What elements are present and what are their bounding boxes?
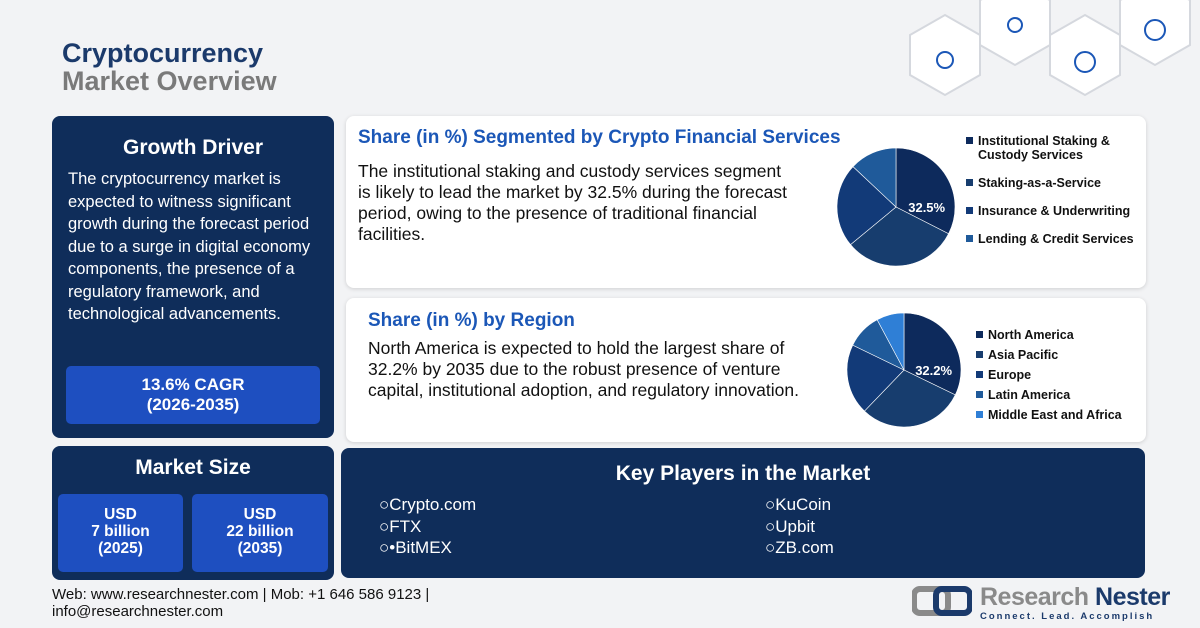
legend-swatch [976,351,983,358]
key-players-panel: Key Players in the Market ○Crypto.com ○F… [341,448,1145,578]
pie-slice [836,166,897,246]
legend-label: Staking-as-a-Service [978,176,1101,190]
services-text: The institutional staking and custody se… [358,161,787,244]
logo-mark-icon [911,586,973,616]
pie-slice [876,312,905,371]
player-item: ○•BitMEX [379,538,452,557]
legend-item: Europe [976,368,1146,382]
region-pie-chart: 32.2% [846,312,962,428]
market-size-panel: Market Size USD 7 billion (2025) USD 22 … [52,446,334,580]
legend-swatch [976,331,983,338]
value: 7 billion [91,523,150,540]
services-card: Share (in %) Segmented by Crypto Financi… [346,116,1146,288]
pie-slice [850,206,949,267]
year: (2025) [98,540,143,557]
footer-web-phone: Web: www.researchnester.com | Mob: +1 64… [52,586,430,603]
legend-label: Insurance & Underwriting [978,204,1131,218]
pie-slice [903,312,962,396]
legend-item: Insurance & Underwriting [966,204,1136,218]
growth-driver-title: Growth Driver [122,136,264,159]
legend-swatch [966,235,973,242]
legend-item: North America [976,328,1146,342]
pie-legend: North America Asia Pacific Europe Latin Ame… [976,328,1146,428]
services-pie-chart: 32.5% [836,147,956,267]
page-subtitle: Market Overview [62,66,277,96]
growth-driver-panel: Growth Driver The cryptocurrency market … [52,116,334,438]
pie-slice [864,369,956,428]
cagr-period: (2026-2035) [146,395,240,414]
legend-item: Lending & Credit Services [966,232,1136,246]
player-item: ○Crypto.com [379,495,477,514]
value: 22 billion [226,523,294,540]
research-nester-logo: Research Nester Connect. Lead. Accomplis… [911,583,1170,622]
pie-data-label: 32.2% [915,363,952,378]
legend-label: Europe [988,368,1032,382]
page-title: Cryptocurrency [62,38,264,68]
legend-label: Latin America [988,388,1071,402]
legend-label: Asia Pacific [988,348,1059,362]
currency: USD [104,506,137,523]
legend-item: Latin America [976,388,1146,402]
cagr-badge: 13.6% CAGR (2026-2035) [66,366,320,424]
key-players-title: Key Players in the Market [615,462,871,485]
player-item: ○ZB.com [765,538,834,557]
legend-label: Lending & Credit Services [978,232,1134,246]
legend-item: Asia Pacific [976,348,1146,362]
region-title: Share (in %) by Region [368,310,575,331]
legend-swatch [976,371,983,378]
legend-swatch [966,179,973,186]
pie-slice [895,147,956,235]
legend-swatch [976,411,983,418]
market-size-2025: USD 7 billion (2025) [58,494,183,572]
legend-label: North America [988,328,1074,342]
logo-tagline: Connect. Lead. Accomplish [980,611,1155,622]
footer-contact: Web: www.researchnester.com | Mob: +1 64… [52,586,429,620]
currency: USD [243,506,277,523]
pie-legend: Institutional Staking & Custody Services… [966,134,1136,260]
legend-swatch [966,137,973,144]
hexagon-icons-decoration [909,0,1191,97]
footer-email: info@researchnester.com [52,603,224,620]
player-item: ○KuCoin [765,495,832,514]
legend-item: Institutional Staking & Custody Services [966,134,1136,162]
region-text: North America is expected to hold the la… [368,338,799,400]
market-size-title: Market Size [135,456,251,479]
legend-label: Institutional Staking & Custody Services [978,134,1110,162]
region-card: Share (in %) by Region North America is … [346,298,1146,442]
legend-swatch [976,391,983,398]
legend-label: Middle East and Africa [988,408,1122,422]
growth-driver-text: The cryptocurrency market is expected to… [68,170,311,323]
market-size-2035: USD 22 billion (2035) [192,494,328,572]
pie-data-label: 32.5% [908,200,945,215]
year: (2035) [237,540,283,557]
services-title: Share (in %) Segmented by Crypto Financi… [358,127,841,148]
legend-item: Middle East and Africa [976,408,1146,422]
pie-slice [852,147,897,208]
cagr-value: 13.6% CAGR [141,375,245,394]
legend-item: Staking-as-a-Service [966,176,1136,190]
legend-swatch [966,207,973,214]
pie-slice [846,344,905,412]
player-item: ○FTX [379,516,422,536]
player-item: ○Upbit [765,516,815,536]
